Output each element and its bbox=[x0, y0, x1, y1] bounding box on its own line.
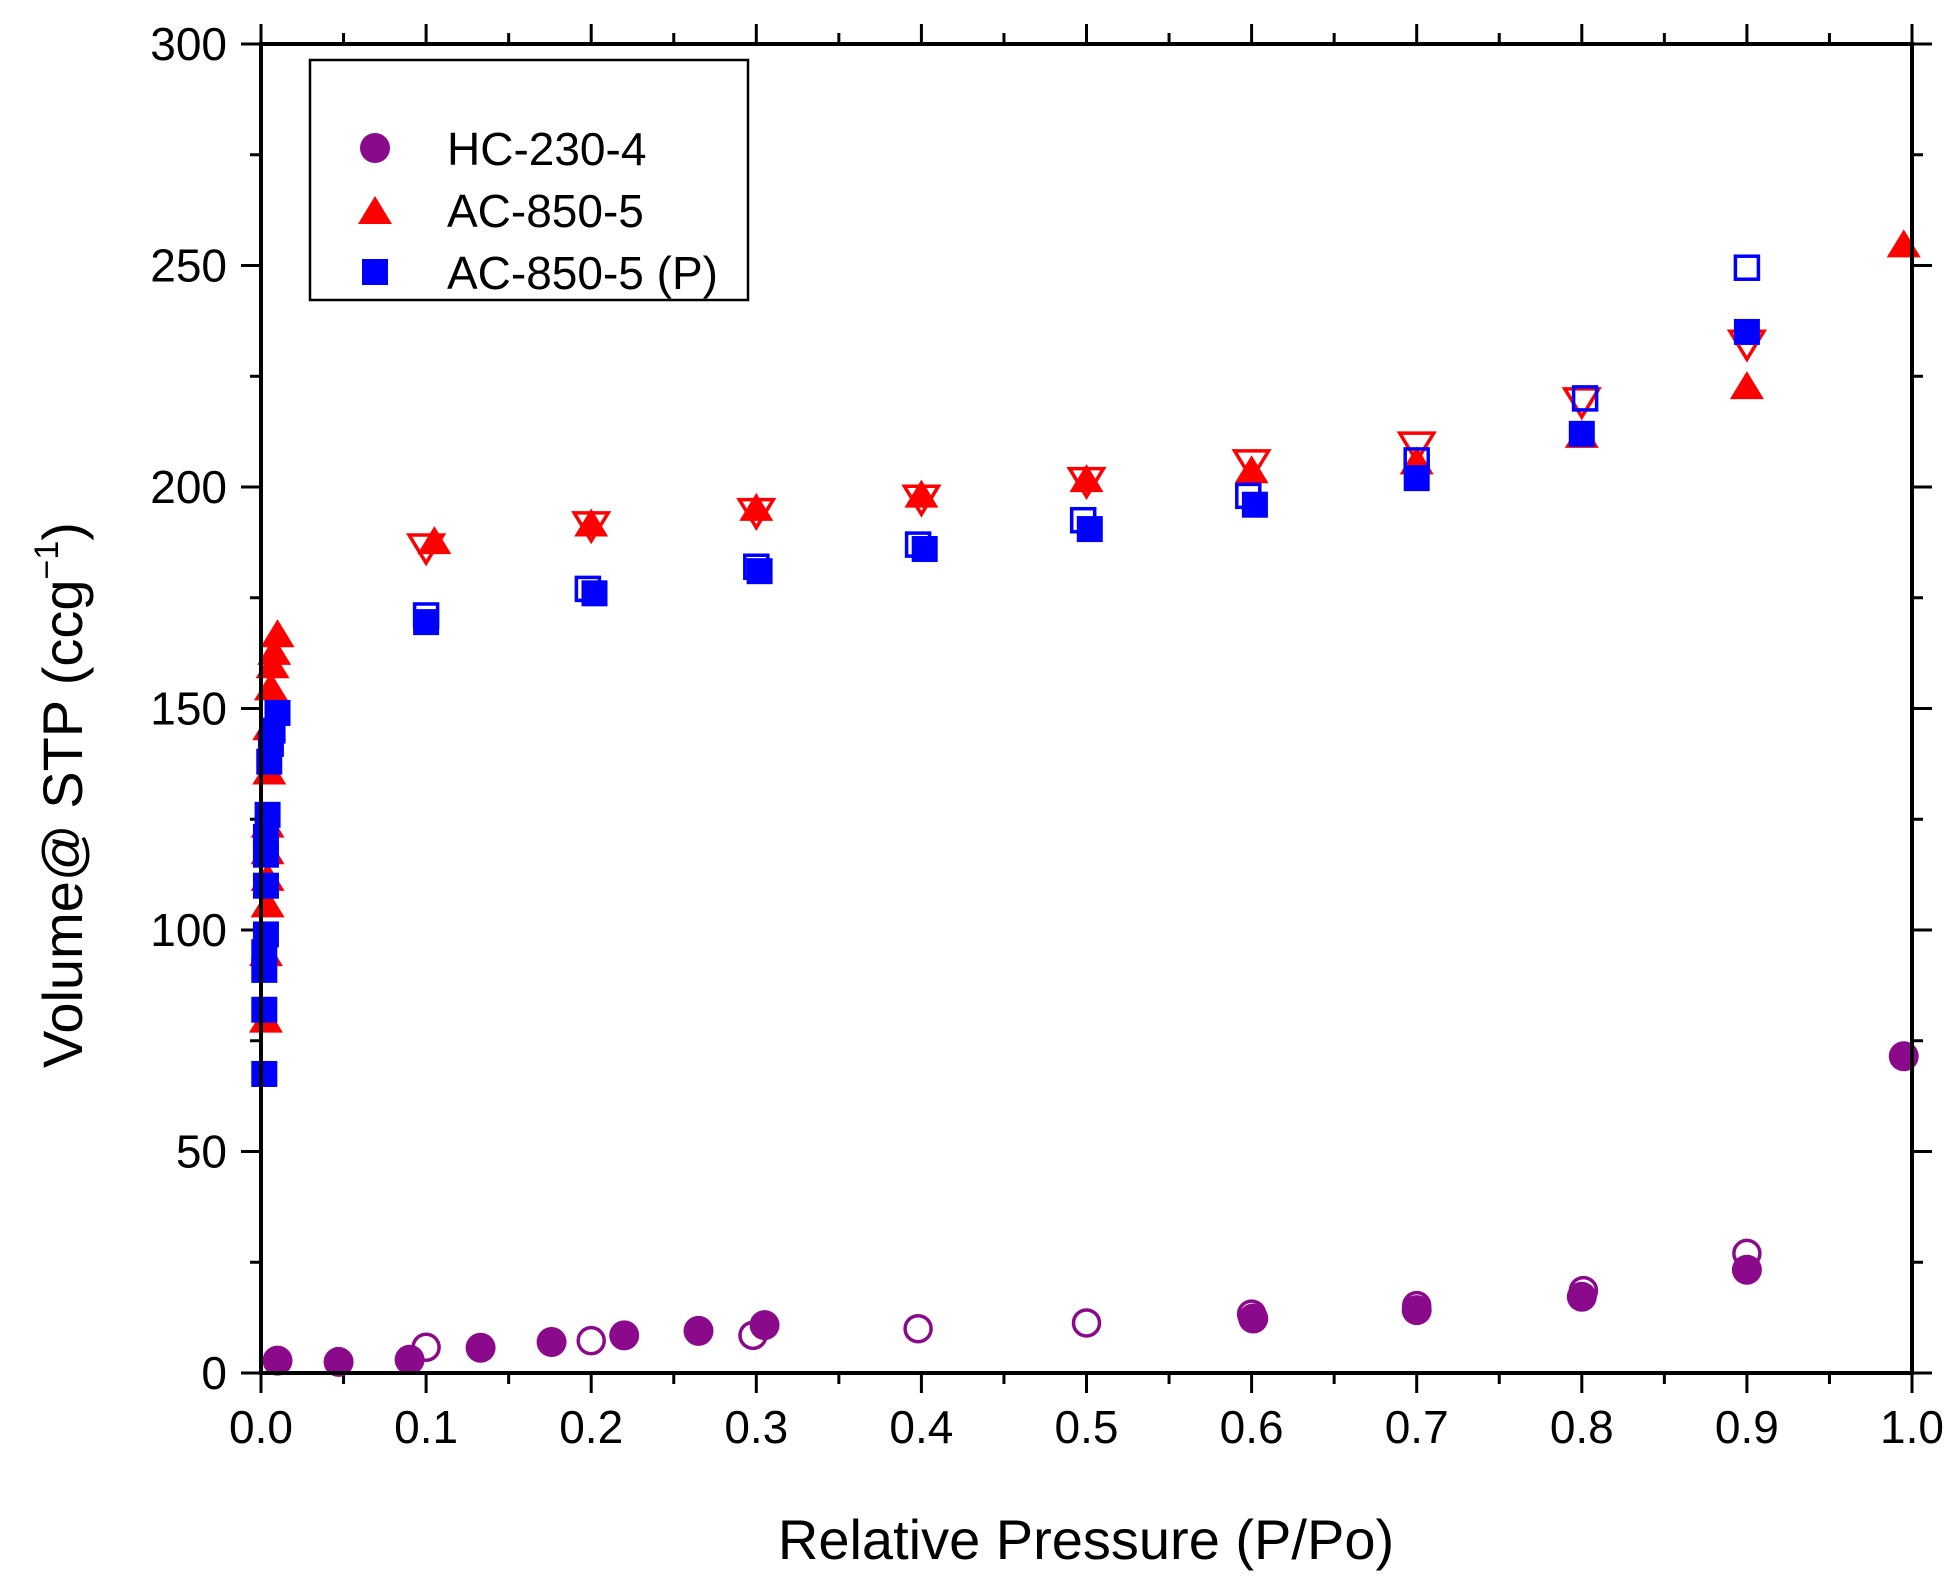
hc-230-4-adsorption-point bbox=[536, 1326, 567, 1357]
legend-marker-ac-850-5 bbox=[358, 196, 392, 224]
ac-850-5-adsorption-point bbox=[574, 508, 609, 537]
ac-850-5-adsorption-point bbox=[257, 636, 292, 665]
y-tick-label: 0 bbox=[201, 1347, 227, 1399]
x-axis-title: Relative Pressure (P/Po) bbox=[778, 1508, 1394, 1571]
ac-850-5-p-desorption-point bbox=[1733, 254, 1761, 281]
ac-850-5-adsorption-point bbox=[417, 526, 452, 555]
y-axis-title-main: Volume@ STP (ccg bbox=[31, 579, 94, 1067]
hc-230-4-adsorption-point bbox=[1238, 1303, 1269, 1334]
y-tick-label: 250 bbox=[150, 240, 227, 292]
ac-850-5-p-adsorption-point bbox=[252, 823, 279, 850]
x-tick-label: 0.1 bbox=[394, 1401, 458, 1453]
hc-230-4-desorption-point bbox=[903, 1313, 933, 1344]
x-tick-label: 0.3 bbox=[724, 1401, 788, 1453]
ac-850-5-p-adsorption-point bbox=[581, 580, 608, 607]
ac-850-5-p-adsorption-point bbox=[254, 801, 281, 828]
ac-850-5-p-adsorption-point bbox=[1568, 420, 1595, 447]
axis-tick-labels: 0.0 0.1 0.2 0.3 0.4 0.5 0.6 0.7 0.8 0.9 1.0 0 50 100 1… bbox=[150, 18, 1944, 1453]
x-tick-label: 0.7 bbox=[1385, 1401, 1449, 1453]
y-tick-label: 200 bbox=[150, 461, 227, 513]
y-tick-label: 100 bbox=[150, 904, 227, 956]
ac-850-5-p-adsorption-point bbox=[252, 872, 279, 899]
ac-850-5-adsorption-point bbox=[904, 479, 939, 508]
x-tick-label: 1.0 bbox=[1880, 1401, 1944, 1453]
legend-label-ac-850-5: AC-850-5 bbox=[447, 185, 644, 237]
ac-850-5-adsorption-point bbox=[1729, 371, 1764, 400]
x-tick-label: 0.4 bbox=[889, 1401, 953, 1453]
ac-850-5-adsorption-point bbox=[1069, 464, 1104, 493]
ac-850-5-p-adsorption-point bbox=[911, 536, 938, 563]
hc-230-4-adsorption-point bbox=[262, 1345, 293, 1376]
hc-230-4-adsorption-point bbox=[465, 1332, 496, 1363]
hc-230-4-adsorption-point bbox=[749, 1310, 780, 1341]
legend: HC-230-4 AC-850-5 AC-850-5 (P) bbox=[308, 58, 750, 302]
ac-850-5-p-desorption-point bbox=[1571, 385, 1599, 412]
ac-850-5-p-adsorption-point bbox=[1076, 516, 1103, 543]
hc-230-4-adsorption-point bbox=[394, 1344, 425, 1375]
ac-850-5-adsorption-point bbox=[260, 619, 295, 648]
x-tick-label: 0.0 bbox=[229, 1401, 293, 1453]
hc-230-4-adsorption-point bbox=[609, 1320, 640, 1351]
ac-850-5-p-adsorption-point bbox=[1733, 318, 1760, 345]
x-tick-label: 0.8 bbox=[1550, 1401, 1614, 1453]
legend-label-hc-230-4: HC-230-4 bbox=[447, 123, 646, 175]
ac-850-5-p-adsorption-point bbox=[746, 558, 773, 585]
hc-230-4-adsorption-point bbox=[323, 1346, 354, 1377]
hc-230-4-adsorption-point bbox=[1401, 1295, 1432, 1326]
ac-850-5-p-adsorption-point bbox=[252, 921, 279, 948]
y-axis-title-superscript: −1 bbox=[28, 541, 66, 580]
hc-230-4-desorption-point bbox=[576, 1325, 606, 1356]
hc-230-4-adsorption-point bbox=[683, 1315, 714, 1346]
data-points bbox=[248, 229, 1921, 1377]
ac-850-5-desorption-point bbox=[1396, 431, 1437, 465]
hc-230-4-desorption-point bbox=[1071, 1308, 1102, 1338]
x-tick-label: 0.6 bbox=[1220, 1401, 1284, 1453]
y-axis-title-close: ) bbox=[31, 522, 94, 541]
x-tick-label: 0.2 bbox=[559, 1401, 623, 1453]
legend-marker-ac-850-5-p bbox=[362, 259, 388, 285]
y-axis-title-text: Volume@ STP (ccg−1) bbox=[28, 522, 94, 1068]
ac-850-5-adsorption-point bbox=[739, 492, 774, 521]
hc-230-4-adsorption-point bbox=[1566, 1281, 1597, 1312]
legend-marker-hc-230-4 bbox=[360, 133, 390, 163]
ac-850-5-adsorption-point bbox=[1234, 455, 1269, 484]
ac-850-5-p-adsorption-point bbox=[1403, 465, 1430, 492]
ac-850-5-desorption-point bbox=[1231, 449, 1272, 483]
hc-230-4-adsorption-point bbox=[1888, 1041, 1919, 1072]
ac-850-5-p-adsorption-point bbox=[251, 996, 278, 1023]
y-tick-label: 300 bbox=[150, 18, 227, 70]
x-tick-label: 0.9 bbox=[1715, 1401, 1779, 1453]
legend-markers bbox=[358, 133, 392, 285]
x-tick-label: 0.5 bbox=[1055, 1401, 1119, 1453]
y-tick-label: 150 bbox=[150, 683, 227, 735]
y-axis-title: Volume@ STP (ccg−1) bbox=[28, 522, 94, 1068]
legend-label-ac-850-5-p: AC-850-5 (P) bbox=[447, 247, 718, 299]
ac-850-5-p-adsorption-point bbox=[413, 609, 440, 636]
plot-frame bbox=[259, 42, 1914, 1375]
ac-850-5-p-adsorption-point bbox=[264, 699, 291, 726]
ac-850-5-p-adsorption-point bbox=[251, 1060, 278, 1087]
ac-850-5-p-adsorption-point bbox=[1241, 491, 1268, 518]
hc-230-4-adsorption-point bbox=[1731, 1254, 1762, 1285]
y-tick-label: 50 bbox=[176, 1126, 227, 1178]
